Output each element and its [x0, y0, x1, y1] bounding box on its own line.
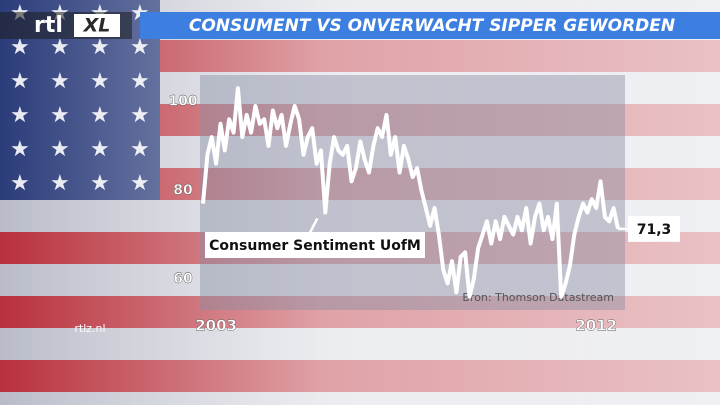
logo-xl: XL — [83, 15, 111, 37]
y-tick-label: 80 — [173, 182, 193, 198]
chart-title: CONSUMENT VS ONVERWACHT SIPPER GEWORDEN — [189, 16, 675, 36]
source-label: Bron: Thomson Datastream — [462, 291, 614, 304]
callout-pointer — [308, 217, 319, 235]
x-tick-label: 2003 — [195, 317, 237, 335]
series-label: Consumer Sentiment UofM — [209, 238, 421, 254]
y-tick-label: 60 — [173, 271, 193, 287]
value-label-box — [628, 215, 680, 242]
site-label: rtlz.nl — [74, 322, 105, 335]
y-tick-label: 100 — [168, 94, 197, 110]
logo-box — [74, 14, 120, 37]
x-tick-label: 2012 — [575, 317, 617, 335]
series-label-box — [205, 232, 425, 258]
title-bar — [140, 12, 720, 39]
series-line — [201, 86, 620, 299]
value-label: 71,3 — [637, 222, 672, 238]
logo-rtl: rtl — [34, 13, 63, 38]
